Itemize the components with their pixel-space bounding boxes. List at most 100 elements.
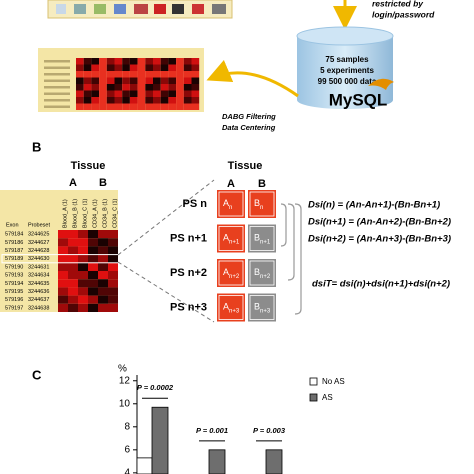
heat-cell <box>78 279 88 288</box>
mini-cell <box>145 103 153 110</box>
heat-cell <box>98 279 108 288</box>
row-label: 579195 <box>5 289 23 295</box>
heat-cell <box>68 279 78 288</box>
mini-cell <box>145 84 153 91</box>
legend-label: No AS <box>322 377 345 386</box>
heat-cell <box>58 279 68 288</box>
mini-cell <box>145 90 153 97</box>
heat-cell <box>68 254 78 263</box>
ps-base: B <box>254 302 260 312</box>
ps-box-label: Bn+1 <box>254 233 271 245</box>
ps-sub: n <box>229 205 232 211</box>
mini-cell <box>99 64 107 71</box>
ps-sub: n+2 <box>260 274 271 280</box>
mini-cell <box>114 84 123 91</box>
mini-cell <box>99 77 107 84</box>
mini-cell <box>106 97 115 104</box>
logo <box>94 4 106 14</box>
p-value: P = 0.003 <box>253 426 286 435</box>
mini-cell <box>160 84 169 91</box>
heat-cell <box>88 230 98 239</box>
bracket <box>294 203 302 315</box>
mini-cell <box>176 71 184 78</box>
tissue-label: B <box>258 178 266 190</box>
database-top <box>296 26 394 46</box>
mini-cell <box>191 77 200 84</box>
ps-box <box>248 259 276 287</box>
mini-cell <box>122 103 130 110</box>
mini-cell <box>83 97 92 104</box>
mini-cell <box>145 64 153 71</box>
heat-cell <box>68 246 78 255</box>
row-label: 579189 <box>5 256 23 262</box>
heat-cell <box>88 246 98 255</box>
ps-box <box>248 293 276 322</box>
col-header: Probeset <box>28 222 50 228</box>
mini-cell <box>99 90 107 97</box>
ps-box <box>217 259 245 287</box>
mini-row-label <box>44 99 70 102</box>
ps-sub: n+3 <box>260 308 271 314</box>
mini-cell <box>145 77 153 84</box>
logo <box>134 4 148 14</box>
mini-cell <box>83 103 92 110</box>
logo <box>212 4 226 14</box>
formula-total: dsiT= dsi(n)+dsi(n+1)+dsi(n+2) <box>312 279 450 290</box>
heat-cell <box>68 295 78 304</box>
mini-cell <box>191 84 200 91</box>
ps-sub: n+1 <box>229 239 240 245</box>
ps-box-inner <box>249 191 275 217</box>
heat-cell <box>98 254 108 263</box>
bar <box>151 406 169 474</box>
ps-base: B <box>254 267 260 277</box>
mini-cell <box>106 77 115 84</box>
mini-cell <box>176 58 184 65</box>
ps-label: PS n <box>183 198 208 210</box>
mini-cell <box>122 58 130 65</box>
row-label: 3244635 <box>28 281 49 287</box>
mini-cell <box>183 64 192 71</box>
row-label: 579187 <box>5 248 23 254</box>
p-value: P = 0.0002 <box>137 383 174 392</box>
heat-cell <box>88 295 98 304</box>
mini-row-label <box>44 92 70 95</box>
bracket <box>280 203 287 247</box>
heat-cell <box>68 271 78 280</box>
heat-cell <box>68 238 78 247</box>
heat-cell <box>78 295 88 304</box>
mini-cell <box>145 97 153 104</box>
logos <box>56 4 226 14</box>
mini-cell <box>76 58 84 65</box>
mini-cell <box>137 71 146 78</box>
mini-cell <box>99 84 107 91</box>
heat-cell <box>58 230 68 239</box>
mini-cell <box>106 90 115 97</box>
mini-cell <box>91 84 100 91</box>
mini-row-label <box>44 73 70 76</box>
mini-cell <box>168 103 177 110</box>
ps-box-label: An+2 <box>223 267 240 279</box>
highlight <box>1 254 120 264</box>
formula: Dsi(n+2) = (An-An+3)-(Bn-Bn+3) <box>308 234 451 245</box>
heat-cell <box>58 271 68 280</box>
heat-cell <box>68 287 78 296</box>
mini-row-label <box>44 79 70 82</box>
heat-cell <box>98 246 108 255</box>
ps-sub: n+3 <box>229 308 240 314</box>
ps-base: A <box>223 198 229 208</box>
mini-cell <box>137 64 146 71</box>
heat-cell <box>58 238 68 247</box>
bracket <box>287 203 295 281</box>
ps-label: PS n+3 <box>170 301 207 313</box>
ps-box-inner <box>218 295 244 320</box>
ps-base: A <box>223 233 229 243</box>
mini-cell <box>183 103 192 110</box>
heat-cell <box>58 254 68 263</box>
tissue-label: B <box>99 177 107 189</box>
mini-row-label <box>44 105 70 108</box>
ps-box-label: An <box>223 198 232 210</box>
mini-cell <box>83 58 92 65</box>
mini-cell <box>76 90 84 97</box>
mini-cell <box>91 97 100 104</box>
row-label: 3244634 <box>28 273 49 279</box>
